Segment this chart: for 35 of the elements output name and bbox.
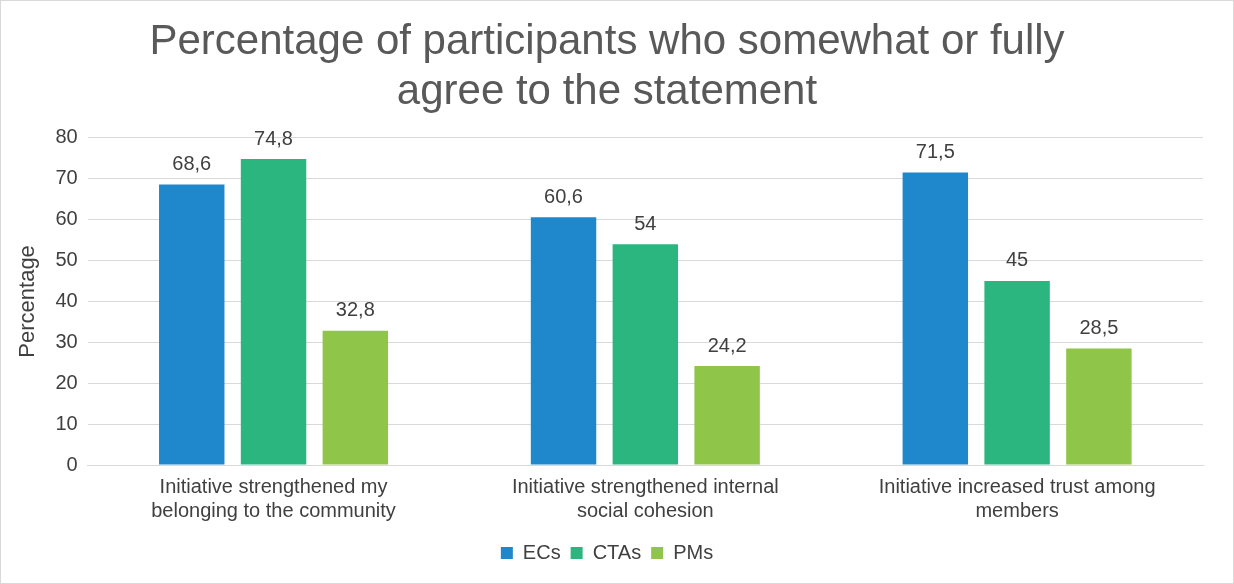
- bar: [159, 184, 225, 465]
- y-tick-label: 20: [55, 370, 78, 393]
- chart-title: Percentage of participants who somewhat or fully agree to the statement: [149, 15, 1065, 114]
- data-label: 32,8: [335, 298, 375, 321]
- data-label: 71,5: [915, 140, 955, 163]
- legend-label: PMs: [673, 540, 714, 563]
- data-label: 45: [1005, 248, 1029, 271]
- data-label: 60,6: [544, 184, 583, 207]
- y-tick-label: 10: [55, 411, 78, 434]
- y-tick-label: 0: [66, 452, 78, 475]
- x-tick-label: Initiative strengthened internal social cohesion: [511, 474, 779, 521]
- bar: [694, 366, 760, 465]
- bar: [612, 244, 679, 465]
- x-tick-label: Initiative strengthened my belonging to the community: [151, 474, 396, 521]
- data-label: 68,6: [172, 151, 212, 174]
- bar: [240, 159, 307, 465]
- y-tick-label: 70: [55, 166, 78, 189]
- bar: [530, 217, 597, 465]
- y-tick-label: 30: [55, 329, 78, 352]
- data-label: 74,8: [254, 126, 294, 149]
- y-tick-label: 80: [55, 125, 78, 148]
- bar: [984, 280, 1050, 465]
- data-label: 28,5: [1079, 315, 1119, 338]
- x-tick-label: Initiative increased trust among members: [878, 474, 1156, 521]
- y-axis-title: Percentage: [14, 245, 40, 358]
- bar: [322, 330, 389, 465]
- legend-label: CTAs: [592, 540, 642, 563]
- legend-label: ECs: [522, 540, 561, 563]
- y-tick-label: 60: [55, 207, 78, 230]
- y-tick-label: 50: [55, 248, 78, 271]
- y-tick-label: 40: [55, 288, 78, 311]
- data-label: 54: [634, 211, 657, 234]
- bar: [1066, 348, 1132, 465]
- bar: [902, 172, 969, 465]
- data-label: 24,2: [707, 333, 747, 356]
